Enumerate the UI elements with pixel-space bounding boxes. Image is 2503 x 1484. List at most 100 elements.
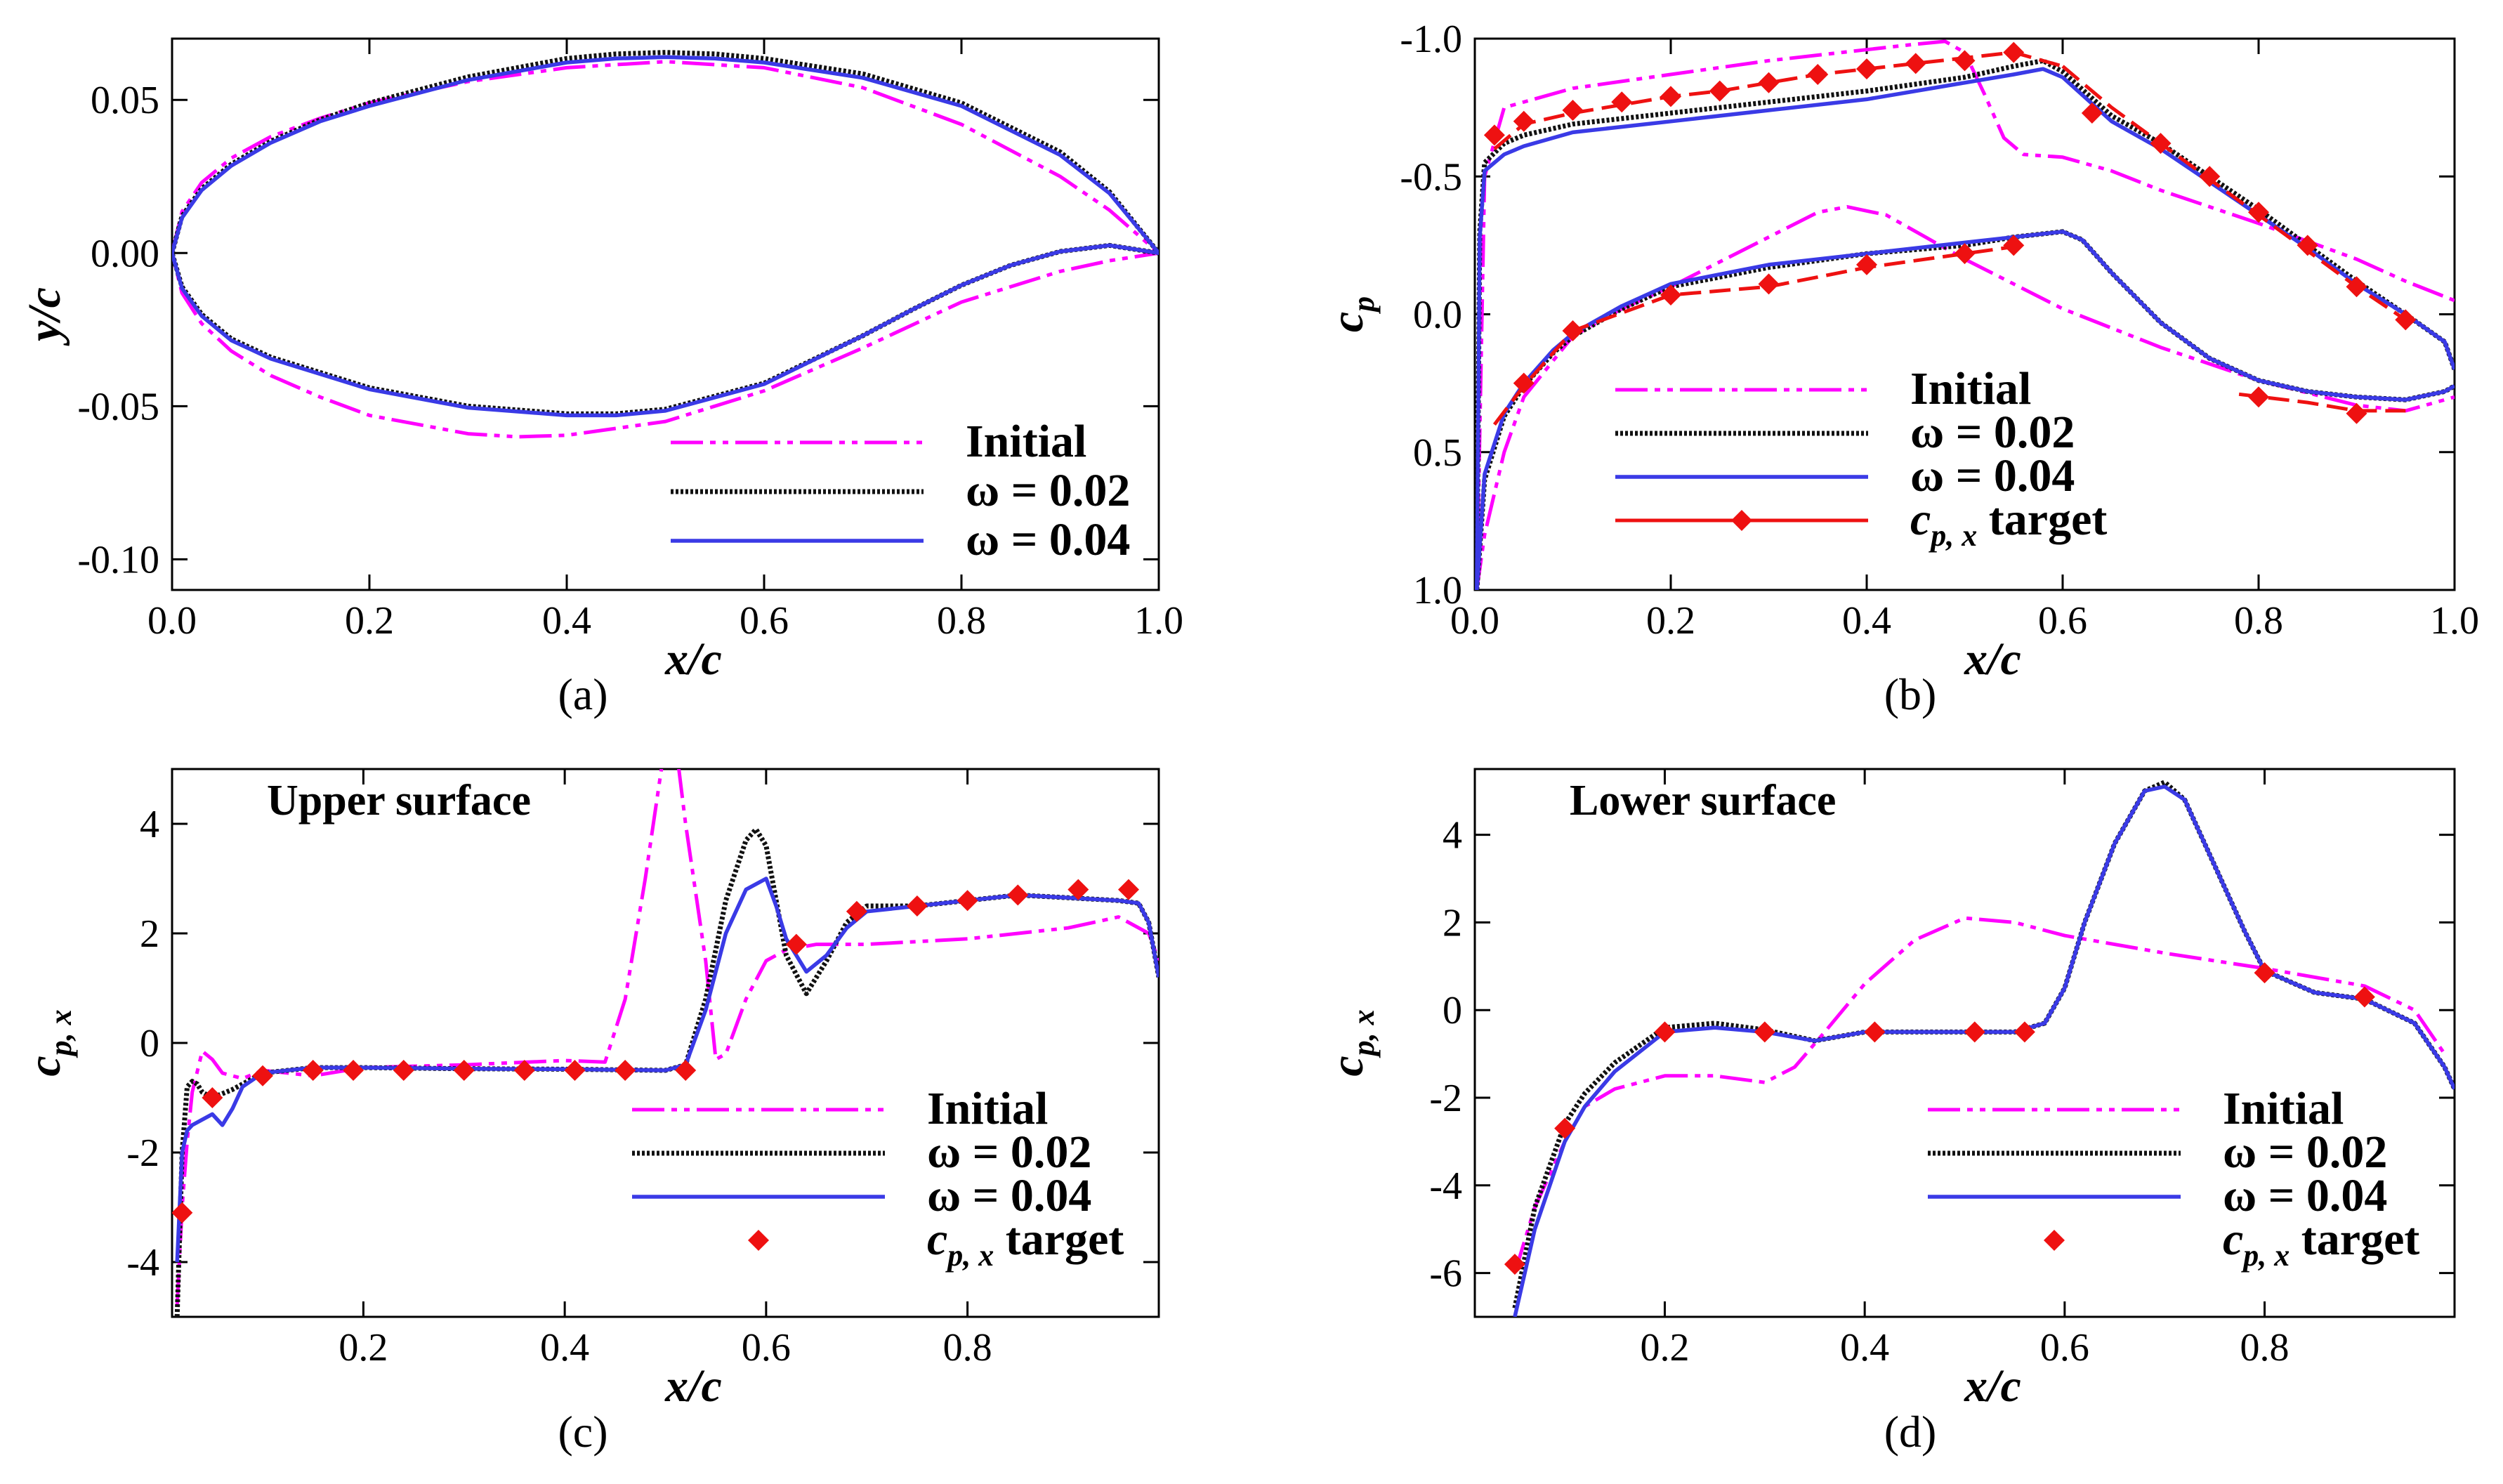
target-marker [2254, 962, 2275, 984]
x-tick-label: 0.0 [1450, 599, 1499, 643]
target-marker [2248, 386, 2269, 408]
target-marker [2353, 986, 2375, 1008]
target-marker [1807, 64, 1829, 86]
y-axis-label-sub: p, x [44, 1009, 78, 1058]
target-marker [1067, 879, 1089, 900]
legend-label-main: c [1910, 494, 1931, 545]
x-tick-label: 0.0 [147, 599, 197, 643]
plot-frame [1473, 37, 2456, 591]
target-marker [785, 933, 807, 955]
target-marker [675, 1060, 697, 1081]
target-marker [453, 1060, 475, 1081]
target-marker [1905, 53, 1926, 74]
legend-label: ω = 0.02 [927, 1127, 1091, 1178]
target-marker [957, 890, 978, 912]
chart-panel-b: 0.0 0.2 0.4 0.6 0.8 1.0-1.0-0.50.00.51.0x/ccp… [1322, 18, 2479, 719]
target-marker [1758, 72, 1780, 93]
legend-entry: ω = 0.02 [671, 465, 1130, 516]
legend-label: Initial [927, 1083, 1048, 1134]
target-marker [1611, 91, 1633, 113]
y-tick-label: -6 [1429, 1252, 1462, 1296]
y-axis-label: cp [1322, 296, 1381, 332]
legend-entry: Initial [1928, 1083, 2344, 1134]
target-marker [1864, 1021, 1886, 1043]
target-marker [252, 1065, 274, 1086]
y-tick-label: 2 [140, 912, 159, 956]
legend-label-sub: p, x [945, 1238, 994, 1273]
y-tick-label: 2 [1443, 901, 1462, 945]
legend-entry: ω = 0.04 [1928, 1170, 2387, 1221]
target-marker [2003, 41, 2025, 63]
legend-label-rest: target [2290, 1214, 2419, 1265]
legend-label-sub: p, x [2240, 1238, 2290, 1273]
data-layer [1475, 39, 2455, 590]
legend-entry: cp, x target [1615, 494, 2107, 553]
legend-label-sub: p, x [1928, 518, 1977, 553]
y-tick-label: -0.10 [77, 538, 159, 582]
x-tick-label: 0.4 [540, 1326, 589, 1370]
y-tick-label: 0.05 [91, 79, 159, 122]
x-tick-label: 0.8 [943, 1326, 992, 1370]
x-axis-label: x/c [664, 633, 722, 685]
y-tick-label: -0.05 [77, 385, 159, 428]
series-line [1475, 67, 2455, 590]
target-marker [2248, 202, 2269, 223]
series-line [1475, 39, 2455, 590]
legend-marker [1731, 510, 1752, 531]
legend-entry: ω = 0.02 [1615, 407, 2075, 458]
y-axis-label-sub: p, x [1346, 1009, 1381, 1058]
x-tick-label: 0.6 [740, 599, 789, 643]
target-marker [1758, 273, 1780, 295]
data-layer [172, 50, 1159, 439]
legend-entry: Initial [671, 416, 1086, 467]
x-axis-label: x/c [1964, 633, 2021, 685]
y-tick-label: -2 [126, 1131, 159, 1175]
legend-label: ω = 0.04 [966, 514, 1130, 565]
target-marker [1554, 1117, 1576, 1139]
series-line [2238, 392, 2406, 413]
target-marker [846, 900, 867, 922]
legend-entry: ω = 0.02 [1928, 1127, 2387, 1178]
legend-label: ω = 0.04 [927, 1170, 1091, 1221]
x-tick-label: 0.6 [2040, 1326, 2089, 1370]
panel-caption: (a) [558, 669, 607, 719]
legend-entry: ω = 0.04 [632, 1170, 1091, 1221]
legend-entry: Initial [632, 1083, 1048, 1134]
y-axis-label-main: c [19, 1056, 70, 1076]
data-layer [172, 769, 1159, 1317]
target-marker [513, 1060, 535, 1081]
target-marker [2346, 276, 2367, 298]
legend-entry: ω = 0.04 [1615, 450, 2075, 501]
target-marker [1754, 1021, 1775, 1043]
panel-caption: (c) [558, 1407, 607, 1457]
target-marker [1709, 80, 1730, 102]
legend-label: ω = 0.02 [1910, 407, 2075, 458]
legend-label-main: c [2223, 1214, 2243, 1265]
plot-frame [171, 37, 1160, 591]
legend-entry: ω = 0.04 [671, 514, 1130, 565]
target-marker [302, 1060, 324, 1081]
target-marker [202, 1087, 223, 1108]
panel-caption: (d) [1884, 1407, 1937, 1457]
target-marker [2150, 133, 2172, 155]
chart-panel-a: 0.0 0.2 0.4 0.6 0.8 1.0 0.05 0.00 -0.05 -0.10 x/c y… [19, 37, 1183, 719]
target-marker [615, 1060, 636, 1081]
legend-entry: cp, x target [2044, 1214, 2419, 1273]
y-tick-label: 1.0 [1413, 569, 1462, 612]
x-axis-label: x/c [1964, 1360, 2021, 1412]
target-marker [906, 895, 928, 917]
y-axis-label: cp, x [19, 1009, 78, 1076]
legend-label: ω = 0.02 [2223, 1127, 2387, 1178]
x-tick-label: 0.8 [2234, 599, 2283, 643]
data-layer [1504, 780, 2455, 1317]
legend-marker [2044, 1230, 2065, 1251]
legend-entry: Initial [1615, 363, 2031, 414]
target-marker [2003, 235, 2025, 256]
x-tick-label: 0.2 [1646, 599, 1695, 643]
target-marker [2013, 1021, 2035, 1043]
series-line [1492, 243, 2024, 426]
